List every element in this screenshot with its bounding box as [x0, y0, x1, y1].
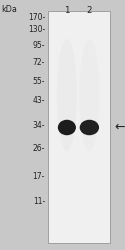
Text: 17-: 17- — [33, 172, 45, 181]
Text: 130-: 130- — [28, 26, 45, 35]
Text: kDa: kDa — [1, 6, 17, 15]
Text: 11-: 11- — [33, 197, 45, 206]
Text: 34-: 34- — [32, 120, 45, 130]
Bar — [48, 11, 110, 242]
Text: ←: ← — [114, 121, 125, 134]
Text: 43-: 43- — [32, 96, 45, 105]
Text: 72-: 72- — [33, 58, 45, 67]
Ellipse shape — [80, 120, 99, 135]
Text: 55-: 55- — [32, 78, 45, 86]
Text: 170-: 170- — [28, 13, 45, 22]
Text: 95-: 95- — [32, 41, 45, 50]
Text: 26-: 26- — [33, 144, 45, 153]
Text: 2: 2 — [87, 6, 92, 15]
Ellipse shape — [58, 120, 76, 135]
Text: 1: 1 — [64, 6, 70, 15]
